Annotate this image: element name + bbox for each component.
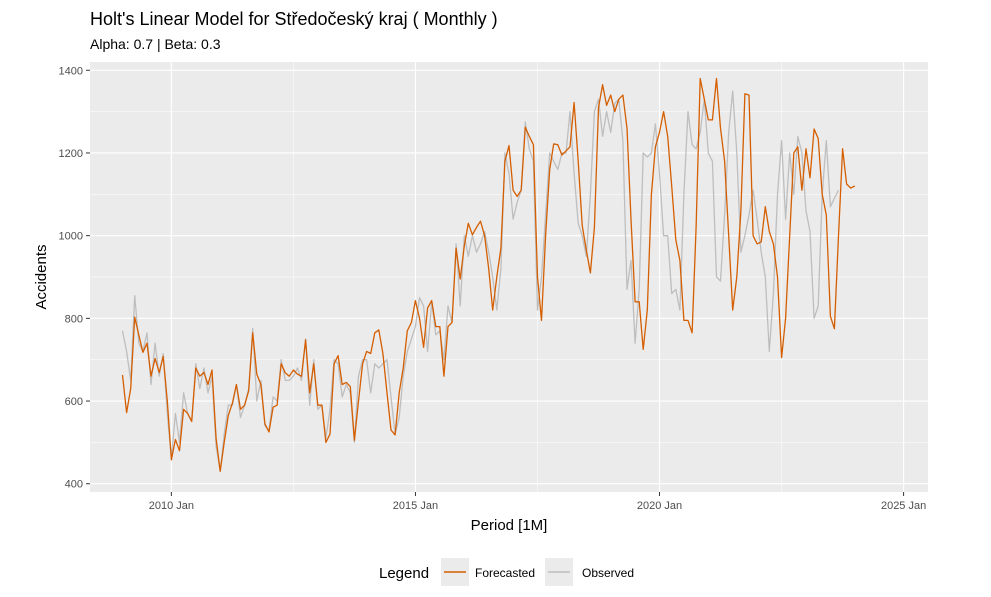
x-tick-label: 2015 Jan bbox=[393, 500, 438, 512]
x-tick-label: 2010 Jan bbox=[149, 500, 194, 512]
series-line-observed bbox=[121, 90, 840, 472]
chart-title: Holt's Linear Model for Středočeský kraj… bbox=[90, 9, 498, 29]
y-axis-label: Accidents bbox=[33, 244, 50, 309]
legend: Legend Forecasted Observed bbox=[379, 558, 634, 586]
x-tick-label: 2020 Jan bbox=[637, 500, 682, 512]
series-line-forecasted bbox=[121, 77, 856, 472]
legend-title: Legend bbox=[379, 565, 429, 582]
x-axis: 2010 Jan 2015 Jan 2020 Jan 2025 Jan bbox=[149, 492, 926, 512]
y-tick-label: 400 bbox=[65, 479, 83, 491]
x-axis-label: Period [1M] bbox=[471, 517, 548, 534]
y-tick-label: 1400 bbox=[59, 65, 83, 77]
x-tick-label: 2025 Jan bbox=[881, 500, 926, 512]
y-tick-label: 600 bbox=[65, 396, 83, 408]
chart-subtitle: Alpha: 0.7 | Beta: 0.3 bbox=[90, 36, 221, 52]
y-tick-label: 1000 bbox=[59, 231, 83, 243]
y-tick-label: 800 bbox=[65, 313, 83, 325]
y-tick-label: 1200 bbox=[59, 148, 83, 160]
grid-major bbox=[90, 62, 928, 492]
series-layer bbox=[121, 77, 856, 472]
legend-label-forecasted: Forecasted bbox=[475, 566, 535, 580]
grid-minor bbox=[90, 62, 928, 492]
y-axis: 400 600 800 1000 1200 1400 bbox=[59, 65, 90, 491]
legend-label-observed: Observed bbox=[582, 566, 634, 580]
